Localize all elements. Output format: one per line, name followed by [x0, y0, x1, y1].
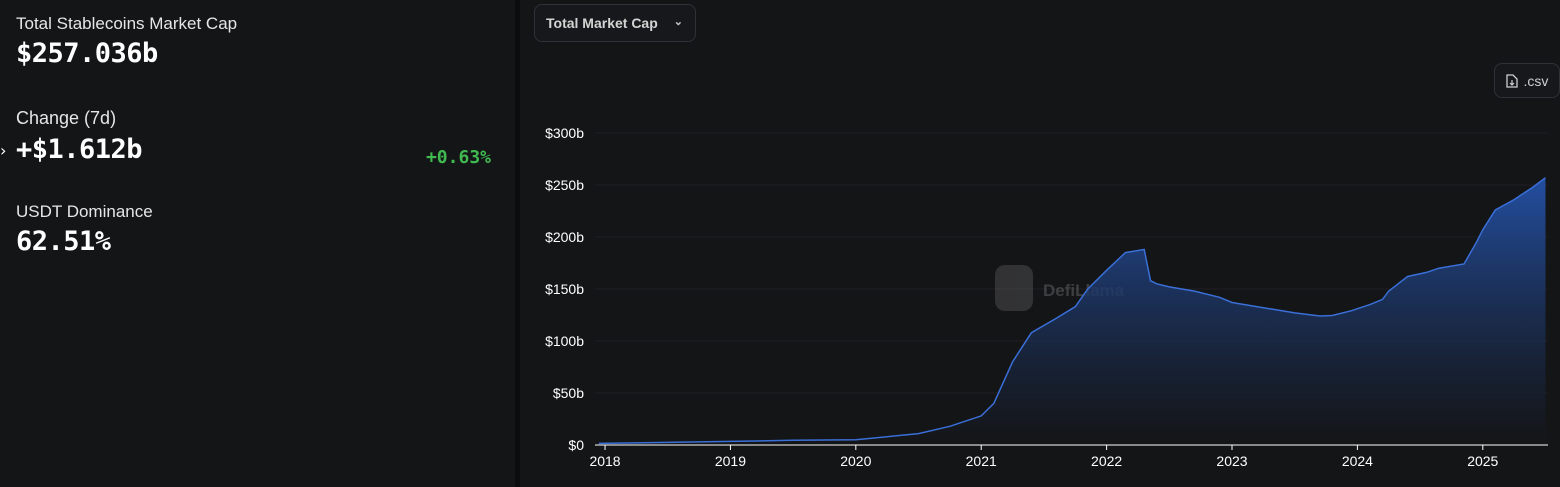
x-tick-label: 2024	[1342, 453, 1373, 469]
market-cap-chart: DefiLlama $0$50b$100b$150b$200b$250b$300…	[545, 125, 1548, 469]
y-tick-label: $0	[568, 437, 584, 453]
y-axis: $0 $50b $100b $150b $200b $250b $300b	[545, 125, 584, 453]
change-7d-value: +$1.612b	[16, 134, 143, 165]
y-tick-label: $200b	[545, 229, 584, 245]
x-tick-label: 2022	[1091, 453, 1122, 469]
y-tick-label: $50b	[553, 385, 584, 401]
x-axis: 2018 2019 2020 2021 2022 2023 2024 2025	[589, 445, 1499, 469]
x-tick-label: 2023	[1216, 453, 1247, 469]
change-7d-percent: +0.63%	[425, 147, 491, 168]
chevron-right-icon[interactable]: ›	[0, 141, 7, 160]
chart-panel: Total Market Cap ⌄ .csv DefiLlama $0 $50b…	[520, 0, 1560, 487]
x-tick-label: 2019	[715, 453, 746, 469]
usdt-dominance-label: USDT Dominance	[16, 202, 153, 221]
metric-select[interactable]: Total Market Cap ⌄	[534, 4, 696, 42]
total-market-cap-label: Total Stablecoins Market Cap	[16, 14, 238, 33]
area-fill	[598, 177, 1546, 445]
series-line	[598, 177, 1546, 445]
y-tick-label: $300b	[545, 125, 584, 141]
usdt-dominance-value: 62.51%	[16, 226, 111, 257]
x-tick-label: 2020	[840, 453, 871, 469]
file-download-icon	[1505, 73, 1518, 88]
panel-divider	[515, 0, 520, 487]
y-tick-label: $100b	[545, 333, 584, 349]
y-tick-label: $150b	[545, 281, 584, 297]
x-tick-label: 2018	[589, 453, 620, 469]
chevron-down-icon: ⌄	[673, 16, 683, 28]
x-tick-label: 2021	[966, 453, 997, 469]
stats-panel: Total Stablecoins Market Cap $257.036b C…	[0, 0, 515, 487]
csv-label: .csv	[1523, 72, 1549, 89]
metric-select-value: Total Market Cap	[546, 15, 658, 31]
y-tick-label: $250b	[545, 177, 584, 193]
x-tick-label: 2025	[1467, 453, 1498, 469]
total-market-cap-value: $257.036b	[16, 38, 158, 69]
change-7d-label: Change (7d)	[16, 108, 117, 128]
